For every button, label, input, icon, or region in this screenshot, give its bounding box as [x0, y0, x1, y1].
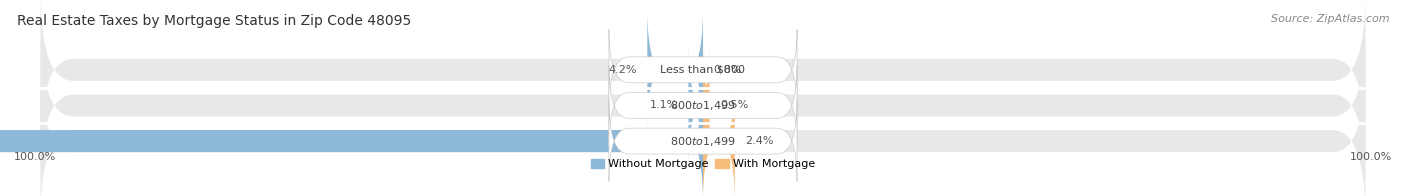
- FancyBboxPatch shape: [609, 65, 797, 146]
- Text: Source: ZipAtlas.com: Source: ZipAtlas.com: [1271, 14, 1389, 24]
- Text: $800 to $1,499: $800 to $1,499: [671, 99, 735, 112]
- FancyBboxPatch shape: [647, 10, 703, 130]
- Text: 100.0%: 100.0%: [1350, 152, 1392, 162]
- Text: 2.4%: 2.4%: [745, 136, 773, 146]
- Text: 0.5%: 0.5%: [720, 101, 748, 111]
- FancyBboxPatch shape: [609, 29, 797, 110]
- Text: Less than $800: Less than $800: [661, 65, 745, 75]
- Text: 1.1%: 1.1%: [650, 101, 678, 111]
- Text: 4.2%: 4.2%: [609, 65, 637, 75]
- FancyBboxPatch shape: [609, 101, 797, 182]
- FancyBboxPatch shape: [676, 45, 714, 166]
- Text: $800 to $1,499: $800 to $1,499: [671, 135, 735, 148]
- Text: 100.0%: 100.0%: [14, 152, 56, 162]
- FancyBboxPatch shape: [683, 45, 730, 166]
- FancyBboxPatch shape: [41, 0, 1365, 148]
- FancyBboxPatch shape: [41, 63, 1365, 196]
- Text: Real Estate Taxes by Mortgage Status in Zip Code 48095: Real Estate Taxes by Mortgage Status in …: [17, 14, 411, 28]
- FancyBboxPatch shape: [703, 81, 735, 196]
- FancyBboxPatch shape: [0, 81, 703, 196]
- FancyBboxPatch shape: [41, 27, 1365, 183]
- Legend: Without Mortgage, With Mortgage: Without Mortgage, With Mortgage: [591, 159, 815, 169]
- Text: 0.0%: 0.0%: [714, 65, 742, 75]
